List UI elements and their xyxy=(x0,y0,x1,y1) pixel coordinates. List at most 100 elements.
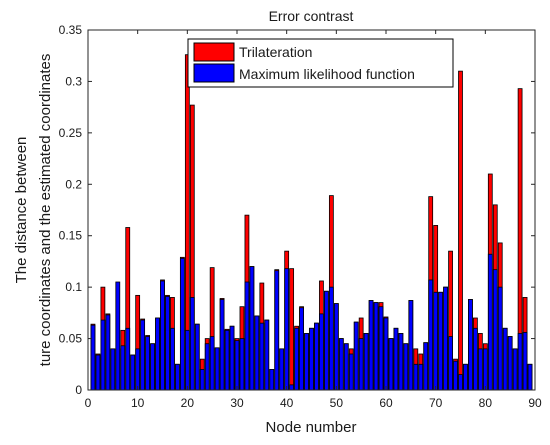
maximum-likelihood-function-bar-46 xyxy=(314,322,319,391)
maximum-likelihood-function-bar-49 xyxy=(328,286,334,391)
maximum-likelihood-function-bar-27 xyxy=(219,299,225,391)
maximum-likelihood-function-bar-23 xyxy=(199,369,205,391)
x-tick-label: 90 xyxy=(528,396,542,410)
maximum-likelihood-function-bar-31 xyxy=(239,338,245,391)
maximum-likelihood-function-bar-73 xyxy=(448,336,453,391)
maximum-likelihood-function-bar-19 xyxy=(179,257,185,391)
x-tick-label: 30 xyxy=(230,396,244,410)
maximum-likelihood-function-bar-82 xyxy=(492,269,498,391)
maximum-likelihood-function-bar-8 xyxy=(125,327,131,391)
maximum-likelihood-function-bar-9 xyxy=(130,354,136,391)
maximum-likelihood-function-bar-76 xyxy=(463,363,468,391)
maximum-likelihood-function-bar-14 xyxy=(155,317,160,391)
maximum-likelihood-function-bar-44 xyxy=(304,333,309,391)
y-tick-label: 0.15 xyxy=(59,229,83,243)
maximum-likelihood-function-bar-28 xyxy=(224,329,230,391)
maximum-likelihood-function-bar-30 xyxy=(234,340,240,391)
maximum-likelihood-function-bar-74 xyxy=(453,360,458,391)
legend: Trilateration Maximum likelihood functio… xyxy=(187,38,454,88)
maximum-likelihood-function-bar-40 xyxy=(284,268,290,391)
maximum-likelihood-function-bar-68 xyxy=(423,342,429,391)
y-tick-label: 0.05 xyxy=(59,332,83,346)
maximum-likelihood-function-bar-1 xyxy=(90,324,96,391)
maximum-likelihood-function-bar-32 xyxy=(244,281,250,391)
y-tick-label: 0.25 xyxy=(59,126,83,140)
maximum-likelihood-function-bar-54 xyxy=(353,321,359,391)
y-axis-title-line-2: ture coordinates and the estimated coord… xyxy=(37,54,54,367)
maximum-likelihood-function-bar-75 xyxy=(458,374,463,391)
maximum-likelihood-function-bar-20 xyxy=(184,329,190,391)
maximum-likelihood-function-bar-81 xyxy=(487,253,493,391)
maximum-likelihood-function-bar-53 xyxy=(348,353,354,391)
maximum-likelihood-function-bar-42 xyxy=(294,327,299,391)
maximum-likelihood-function-bar-79 xyxy=(477,348,483,391)
maximum-likelihood-function-bar-2 xyxy=(95,354,101,391)
maximum-likelihood-function-bar-89 xyxy=(527,363,533,391)
maximum-likelihood-function-bar-45 xyxy=(309,327,314,391)
maximum-likelihood-function-bar-25 xyxy=(209,336,215,391)
maximum-likelihood-function-bar-62 xyxy=(393,327,399,391)
maximum-likelihood-function-bar-55 xyxy=(358,338,364,391)
plot-frame xyxy=(87,29,536,391)
maximum-likelihood-function-bar-26 xyxy=(214,347,220,391)
maximum-likelihood-function-bar-21 xyxy=(189,297,195,391)
maximum-likelihood-function-bar-37 xyxy=(269,369,275,391)
maximum-likelihood-function-bar-63 xyxy=(398,333,404,391)
x-tick-label: 40 xyxy=(280,396,294,410)
y-axis-title-line-1: The distance between xyxy=(13,137,30,284)
maximum-likelihood-function-bar-70 xyxy=(433,291,439,391)
maximum-likelihood-function-bar-16 xyxy=(165,295,170,391)
maximum-likelihood-function-bar-7 xyxy=(120,345,126,391)
axes-layer: 0 10 20 30 40 50 60 70 80 90 0 0.05 0.1 0.15 0.2 0.25 0.… xyxy=(59,23,542,410)
maximum-likelihood-function-bar-51 xyxy=(338,338,344,391)
maximum-likelihood-function-bar-33 xyxy=(249,266,255,391)
maximum-likelihood-function-bar-58 xyxy=(373,302,379,391)
maximum-likelihood-function-bar-87 xyxy=(517,333,523,391)
maximum-likelihood-function-bar-24 xyxy=(204,343,210,391)
maximum-likelihood-function-bar-12 xyxy=(145,336,150,391)
maximum-likelihood-function-bar-4 xyxy=(105,314,111,391)
legend-label-maximum-likelihood: Maximum likelihood function xyxy=(239,66,415,82)
maximum-likelihood-function-bar-5 xyxy=(110,348,116,391)
maximum-likelihood-function-bar-29 xyxy=(229,325,235,391)
trilateration-bar-41 xyxy=(289,268,295,391)
maximum-likelihood-function-bar-72 xyxy=(443,286,448,391)
y-tick-label: 0.3 xyxy=(65,74,82,88)
y-tick-label: 0.1 xyxy=(65,280,82,294)
x-tick-label: 0 xyxy=(85,396,92,410)
maximum-likelihood-function-bar-15 xyxy=(160,280,165,391)
x-tick-label: 60 xyxy=(379,396,393,410)
maximum-likelihood-function-bar-61 xyxy=(388,338,394,391)
maximum-likelihood-function-bar-35 xyxy=(259,322,265,391)
x-tick-label: 10 xyxy=(131,396,145,410)
maximum-likelihood-function-bar-10 xyxy=(135,348,141,391)
maximum-likelihood-function-bar-80 xyxy=(482,348,488,391)
maximum-likelihood-function-bar-11 xyxy=(140,319,146,391)
maximum-likelihood-function-bar-34 xyxy=(254,315,260,391)
maximum-likelihood-function-bar-86 xyxy=(512,348,518,391)
chart-title: Error contrast xyxy=(269,8,354,24)
maximum-likelihood-function-bar-18 xyxy=(175,363,180,391)
x-axis-title: Node number xyxy=(266,419,357,436)
maximum-likelihood-function-bar-66 xyxy=(413,363,419,391)
y-tick-label: 0 xyxy=(75,383,82,397)
y-tick-label: 0.2 xyxy=(65,177,82,191)
maximum-likelihood-function-bar-56 xyxy=(363,333,369,391)
maximum-likelihood-function-bar-52 xyxy=(343,343,349,391)
maximum-likelihood-function-bar-48 xyxy=(324,290,329,391)
legend-swatch-maximum-likelihood xyxy=(193,63,235,83)
maximum-likelihood-function-bar-50 xyxy=(333,303,339,391)
maximum-likelihood-function-bar-67 xyxy=(418,363,424,391)
maximum-likelihood-function-bar-41 xyxy=(289,384,295,391)
maximum-likelihood-function-bar-85 xyxy=(507,336,513,391)
maximum-likelihood-function-bar-88 xyxy=(522,331,528,391)
maximum-likelihood-function-bar-77 xyxy=(468,299,473,391)
bars-layer xyxy=(90,54,533,391)
maximum-likelihood-function-bar-57 xyxy=(368,300,374,391)
maximum-likelihood-function-bar-69 xyxy=(428,279,434,391)
maximum-likelihood-function-bar-84 xyxy=(502,327,508,391)
x-tick-label: 20 xyxy=(181,396,195,410)
maximum-likelihood-function-bar-60 xyxy=(383,317,389,391)
maximum-likelihood-function-bar-83 xyxy=(497,286,503,391)
maximum-likelihood-function-bar-6 xyxy=(115,281,121,391)
